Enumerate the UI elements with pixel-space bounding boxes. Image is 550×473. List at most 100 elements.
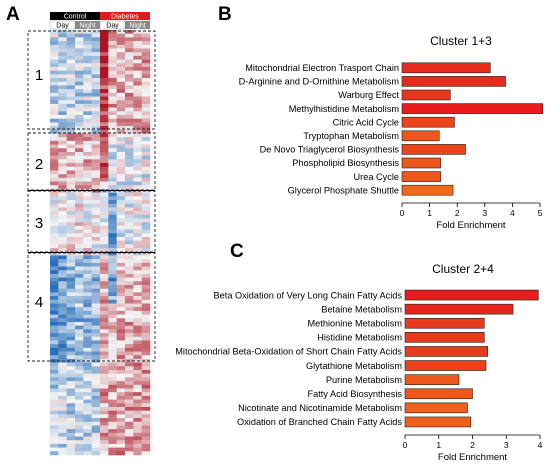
heatmap-cell [108,266,117,271]
heatmap-cell [66,277,76,282]
heatmap-cell [116,440,126,445]
chart-cluster-1-3: Cluster 1+3 Mitochondrial Electron Traspo… [239,34,544,231]
heatmap-cell [108,333,117,338]
heatmap-cell [108,259,117,264]
heatmap-cell [125,155,134,160]
heatmap-cell [50,229,59,234]
heatmap-cell [141,203,151,208]
cluster-label-2: 2 [35,156,43,173]
heatmap-cell [66,321,76,326]
heatmap-cell [66,78,76,83]
heatmap-cell [91,418,101,423]
heatmap-cell [83,33,92,38]
heatmap-cell [108,270,117,275]
heatmap-cell [91,344,101,349]
heatmap-cell [50,436,59,441]
heatmap-cell [133,318,142,323]
heatmap-cell [58,170,67,175]
heatmap-cell [108,325,117,330]
heatmap-cell [116,185,126,190]
category-label: De Novo Triaglycerol Biosynthesis [260,145,400,155]
heatmap-cell [75,381,84,386]
heatmap-cell [58,78,67,83]
heatmap-cell [116,418,126,423]
heatmap-cell [125,447,134,452]
heatmap-cell [100,192,109,197]
heatmap-cell [91,384,101,389]
heatmap-cell [108,314,117,319]
heatmap-cell [66,425,76,430]
category-label: Urea Cycle [354,172,399,182]
heatmap-cell [58,177,67,182]
heatmap-cell [83,129,92,134]
heatmap-cell [75,373,84,378]
heatmap-cell [58,207,67,212]
heatmap-cell [83,181,92,186]
heatmap-cell [50,321,59,326]
heatmap-cell [133,310,142,315]
heatmap-cell [100,333,109,338]
heatmap-cell [66,307,76,312]
heatmap-cell [83,251,92,256]
heatmap-cell [75,244,84,249]
heatmap-cell [66,244,76,249]
heatmap-cell [58,255,67,260]
heatmap-cell [58,55,67,60]
heatmap-cell [141,436,151,441]
heatmap-cell [141,240,151,245]
x-axis-label: Fold Enrichment [438,452,508,463]
heatmap-cell [141,336,151,341]
heatmap-cell [91,270,101,275]
heatmap-cell [83,192,92,197]
heatmap-cell [58,166,67,171]
heatmap-cell [125,384,134,389]
heatmap-cell [66,225,76,230]
heatmap-cell [116,321,126,326]
heatmap-cell [83,336,92,341]
heatmap-cell [50,336,59,341]
heatmap-cell [116,436,126,441]
heatmap-cell [133,244,142,249]
heatmap-cell [58,133,67,138]
heatmap-cell [125,299,134,304]
heatmap-cell [108,59,117,64]
heatmap-cell [75,41,84,46]
heatmap-cell [83,277,92,282]
heatmap-cell [133,81,142,86]
heatmap-cell [75,388,84,393]
heatmap-cell [91,211,101,216]
heatmap-cell [83,211,92,216]
heatmap-cell [83,329,92,334]
heatmap-cell [75,273,84,278]
heatmap-cell [100,259,109,264]
heatmap-cell [116,30,126,34]
heatmap-cell [91,248,101,253]
heatmap-cell [50,388,59,393]
heatmap-cell [91,370,101,374]
heatmap-cell [75,366,84,371]
heatmap-cell [133,366,142,371]
heatmap-cell [66,362,76,367]
heatmap-cell [108,240,117,245]
heatmap-cell [108,151,117,156]
x-tick-label: 1 [436,440,441,450]
heatmap-cell [108,218,117,223]
heatmap-cell [75,392,84,397]
heatmap-cell [50,432,59,437]
heatmap-cell [108,63,117,68]
heatmap-cell [58,406,67,411]
heatmap-cell [108,144,117,149]
heatmap-cell [83,229,92,234]
heatmap-cell [75,362,84,367]
heatmap-cell [75,126,84,131]
heatmap-cell [100,314,109,319]
heatmap-cell [116,277,126,282]
heatmap-cell [83,347,92,352]
heatmap-cell [116,351,126,356]
heatmap-cell [83,185,92,190]
heatmap-cell [116,233,126,238]
heatmap-cell [133,59,142,64]
heatmap-cell [116,329,126,334]
heatmap-cell [108,174,117,179]
heatmap-cell [100,288,109,293]
